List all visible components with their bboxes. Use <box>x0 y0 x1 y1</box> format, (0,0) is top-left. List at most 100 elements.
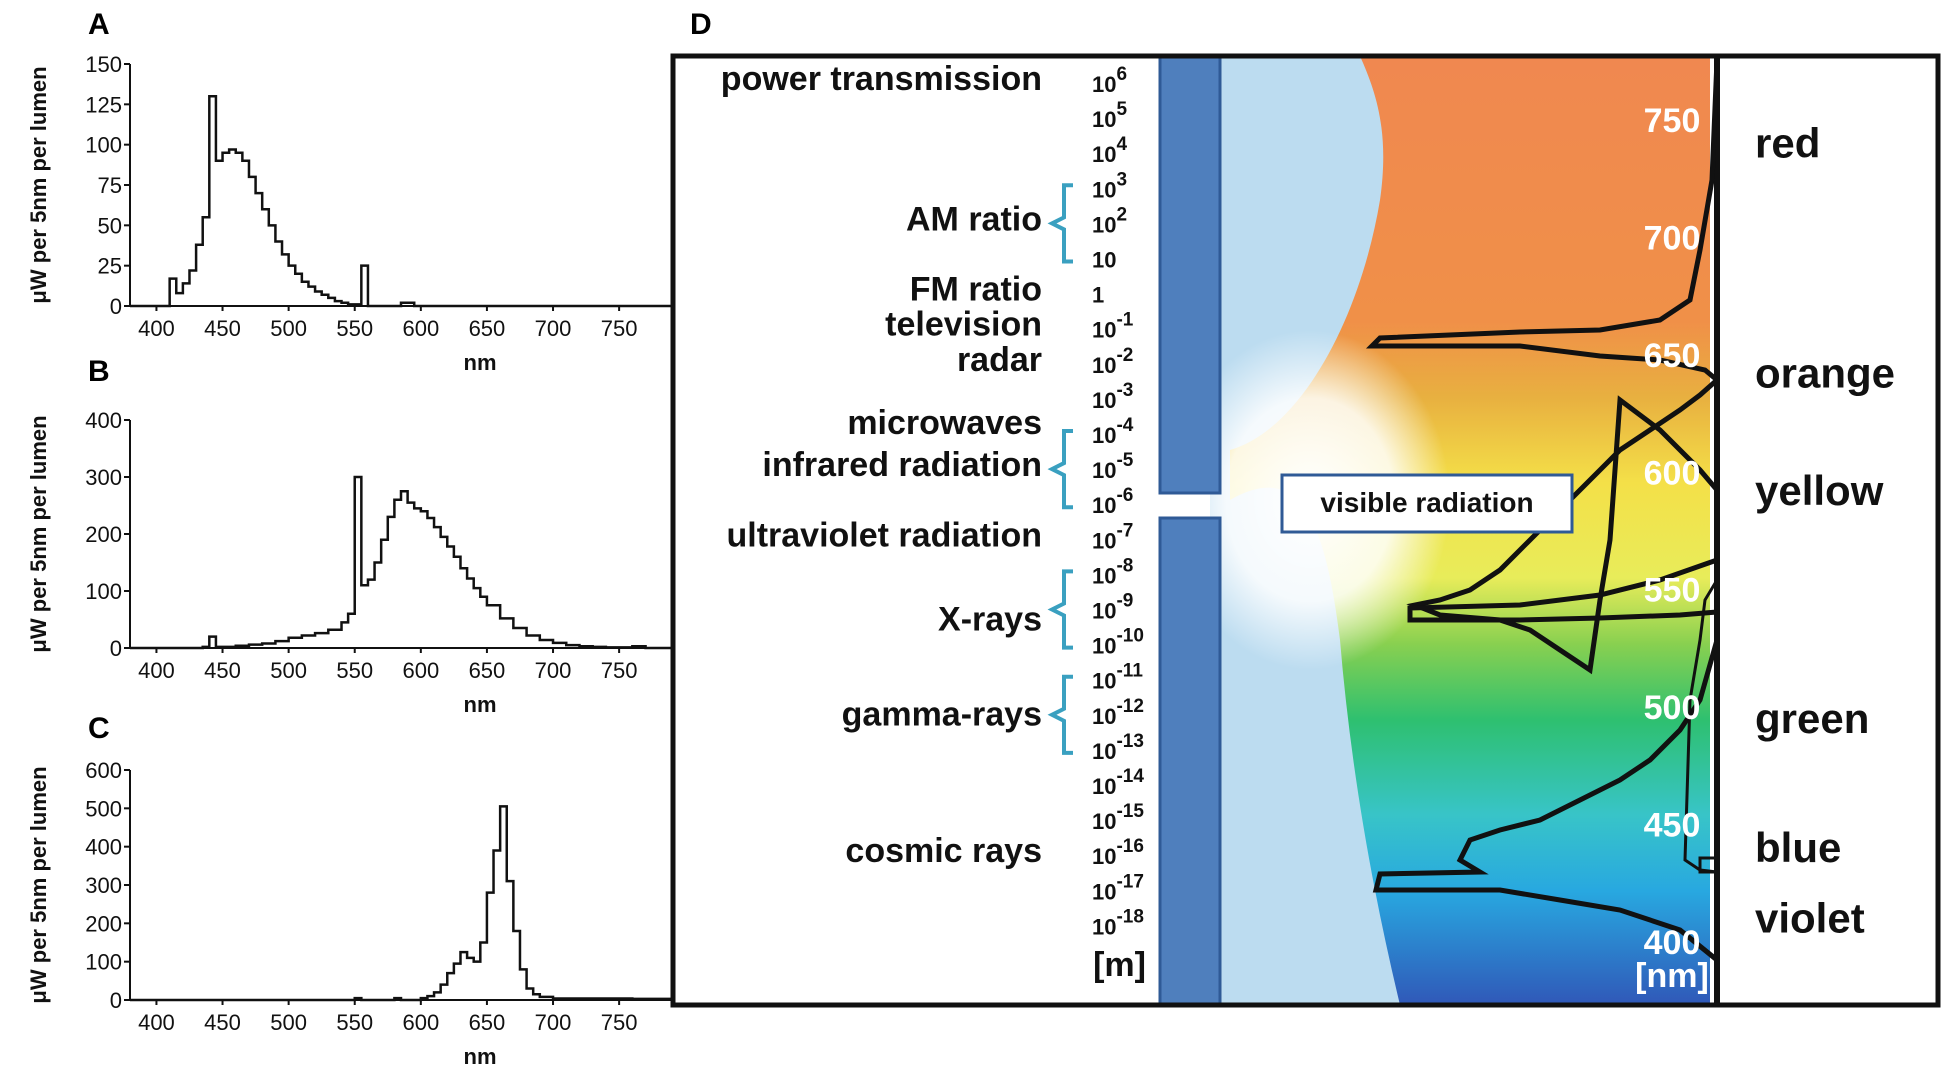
color-name-label: orange <box>1755 350 1895 397</box>
x-tick-label: 700 <box>535 1010 572 1035</box>
scale-base: 10 <box>1092 318 1116 343</box>
scale-exponent: -13 <box>1116 731 1143 752</box>
scale-exponent: 4 <box>1116 134 1127 155</box>
x-tick-label: 700 <box>535 658 572 683</box>
scale-base: 10 <box>1092 72 1116 97</box>
scale-exponent: -10 <box>1116 626 1143 647</box>
scale-exponent: -6 <box>1116 485 1133 506</box>
x-tick-label: 600 <box>402 316 439 341</box>
scale-base: 10 <box>1092 142 1116 167</box>
x-tick-label: 700 <box>535 316 572 341</box>
scale-label: 10-8 <box>1092 555 1133 588</box>
x-tick-label: 400 <box>138 658 175 683</box>
panel-letter-b: B <box>88 355 110 388</box>
band-label: cosmic rays <box>845 832 1042 870</box>
scale-label: 10 <box>1092 248 1116 273</box>
scale-base: 10 <box>1092 353 1116 378</box>
y-tick-label: 100 <box>85 579 122 604</box>
scale-label: 10-17 <box>1092 871 1144 904</box>
wavelength-bar-lower <box>1158 516 1222 1007</box>
scale-base: 10 <box>1092 774 1116 799</box>
wavelength-nm-label: 450 <box>1644 807 1701 845</box>
scale-exponent: 3 <box>1116 169 1127 190</box>
panel-letter-c: C <box>88 712 110 745</box>
color-name-label: green <box>1755 695 1869 742</box>
x-tick-label: 600 <box>402 658 439 683</box>
y-axis-title: μW per 5nm per lumen <box>26 766 51 1003</box>
scale-exponent: -7 <box>1116 520 1133 541</box>
scale-base: 10 <box>1092 634 1116 659</box>
wavelength-nm-label: 650 <box>1644 337 1701 375</box>
chart-b: 0 100 200 300 400 400 450 500 550 600 650 700 750 nm μ… <box>26 408 672 717</box>
scale-base: 10 <box>1092 212 1116 237</box>
scale-base: 10 <box>1092 493 1116 518</box>
scale-label: 104 <box>1092 134 1127 167</box>
panel-letter-d: D <box>690 8 712 41</box>
panel-letter-a: A <box>88 8 110 41</box>
scale-exponent: 5 <box>1116 99 1127 120</box>
y-tick-label: 600 <box>85 758 122 783</box>
x-tick-label: 550 <box>336 316 373 341</box>
scale-exponent: -5 <box>1116 450 1133 471</box>
spectrum-a-outline <box>1372 639 1720 962</box>
spectrum-b-peak <box>1407 557 1718 623</box>
band-label: microwaves <box>847 404 1042 442</box>
scale-label: 10-10 <box>1092 626 1144 659</box>
chart-a: 0 25 50 75 100 125 150 400 450 500 550 600 650 700 750… <box>26 52 672 375</box>
unit-nm-label: [nm] <box>1635 957 1709 995</box>
scale-base: 10 <box>1092 177 1116 202</box>
scale-exponent: -1 <box>1116 310 1133 331</box>
color-name-label: blue <box>1755 824 1841 871</box>
y-tick-label: 0 <box>110 636 122 661</box>
scale-label: 103 <box>1092 169 1127 202</box>
spectrum-c-outline <box>1365 59 1720 382</box>
scale-label: 10-18 <box>1092 906 1144 939</box>
band-label: AM ratio <box>906 200 1042 238</box>
scale-base: 10 <box>1092 528 1116 553</box>
color-name-column <box>1710 56 1938 1005</box>
x-tick-label: 600 <box>402 1010 439 1035</box>
y-tick-label: 400 <box>85 835 122 860</box>
visible-radiation-box <box>1280 473 1574 534</box>
spectrum-line <box>130 475 672 650</box>
spectrum-b-outline-upper <box>1406 378 1719 675</box>
band-label: FM ratio <box>910 271 1042 309</box>
wavelength-nm-label: 700 <box>1644 219 1701 257</box>
scale-exponent: -17 <box>1116 871 1143 892</box>
scale-label: 10-5 <box>1092 450 1134 483</box>
color-name-label: violet <box>1755 895 1865 942</box>
color-name-label: red <box>1755 119 1820 166</box>
y-tick-label: 50 <box>98 213 122 238</box>
y-tick-label: 400 <box>85 408 122 433</box>
scale-label: 105 <box>1092 99 1127 132</box>
x-tick-label: 650 <box>469 658 506 683</box>
scale-base: 10 <box>1092 669 1116 694</box>
spectrum-panel: 10610510410310210110-110-210-310-410-510… <box>670 53 1941 1008</box>
scale-base: 10 <box>1092 563 1116 588</box>
x-tick-label: 550 <box>336 658 373 683</box>
scale-label: 10-13 <box>1092 731 1144 764</box>
band-bracket <box>1047 674 1073 755</box>
scale-label: 10-4 <box>1092 415 1134 448</box>
scale-label: 10-7 <box>1092 520 1133 553</box>
x-tick-label: 500 <box>270 658 307 683</box>
y-tick-label: 100 <box>85 133 122 158</box>
scale-exponent: 6 <box>1116 64 1127 85</box>
x-tick-label: 750 <box>601 658 638 683</box>
x-tick-label: 500 <box>270 1010 307 1035</box>
y-tick-label: 75 <box>98 173 122 198</box>
scale-label: 10-3 <box>1092 380 1133 413</box>
scale-label: 10-1 <box>1092 310 1134 343</box>
scale-label: 10-2 <box>1092 345 1133 378</box>
scale-base: 10 <box>1092 388 1116 413</box>
color-name-label: yellow <box>1755 467 1884 514</box>
band-label: television <box>885 306 1042 344</box>
x-tick-label: 450 <box>204 1010 241 1035</box>
band-label: gamma-rays <box>842 695 1042 733</box>
x-tick-label: 400 <box>138 316 175 341</box>
scale-exponent: -18 <box>1116 906 1143 927</box>
scale-exponent: -14 <box>1116 766 1144 787</box>
scale-base: 10 <box>1092 844 1116 869</box>
wavelength-nm-label: 750 <box>1644 102 1701 140</box>
x-tick-label: 750 <box>601 1010 638 1035</box>
